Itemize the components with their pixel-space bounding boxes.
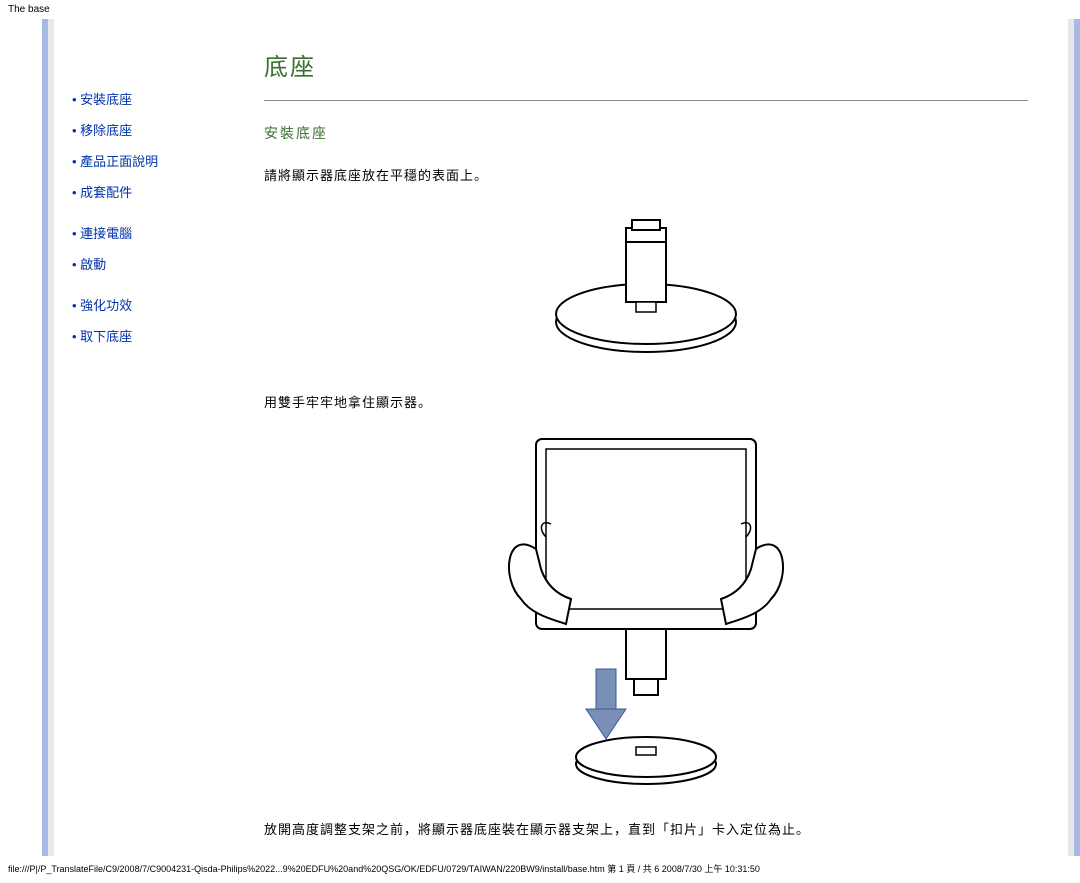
page-title: 底座 bbox=[264, 47, 1028, 82]
figure-hold-monitor bbox=[264, 429, 1028, 789]
sidebar-link[interactable]: 強化功效 bbox=[80, 298, 132, 313]
sidebar-link[interactable]: 成套配件 bbox=[80, 185, 132, 200]
sidebar-item-take-off-base[interactable]: 取下底座 bbox=[72, 326, 254, 345]
base-stand-icon bbox=[526, 202, 766, 362]
hold-monitor-icon bbox=[496, 429, 796, 789]
sidebar-link[interactable]: 產品正面說明 bbox=[80, 154, 158, 169]
right-border-blue bbox=[1074, 19, 1080, 856]
sidebar: 安裝底座 移除底座 產品正面說明 成套配件 連接電腦 啟動 強化功效 取下底座 bbox=[54, 19, 254, 856]
sidebar-link[interactable]: 啟動 bbox=[80, 257, 106, 272]
sidebar-item-enhance[interactable]: 強化功效 bbox=[72, 295, 254, 314]
main-content: 底座 安裝底座 請將顯示器底座放在平穩的表面上。 用雙手牢牢 bbox=[254, 19, 1068, 856]
instruction-1: 請將顯示器底座放在平穩的表面上。 bbox=[264, 165, 1028, 184]
content-wrap: 安裝底座 移除底座 產品正面說明 成套配件 連接電腦 啟動 強化功效 取下底座 … bbox=[42, 19, 1080, 856]
instruction-3: 放開高度調整支架之前，將顯示器底座裝在顯示器支架上，直到「扣片」卡入定位為止。 bbox=[264, 819, 1028, 838]
sidebar-link[interactable]: 安裝底座 bbox=[80, 92, 132, 107]
sidebar-link[interactable]: 連接電腦 bbox=[80, 226, 132, 241]
page: The base 安裝底座 移除底座 產品正面說明 成套配件 連接電腦 啟動 強… bbox=[0, 0, 1080, 883]
figure-base-on-surface bbox=[264, 202, 1028, 362]
sidebar-item-install-base[interactable]: 安裝底座 bbox=[72, 89, 254, 108]
sidebar-item-front-desc[interactable]: 產品正面說明 bbox=[72, 151, 254, 170]
sidebar-list: 安裝底座 移除底座 產品正面說明 成套配件 連接電腦 啟動 強化功效 取下底座 bbox=[72, 89, 254, 345]
header-text: The base bbox=[0, 0, 1080, 19]
footer-path: file:///P|/P_TranslateFile/C9/2008/7/C90… bbox=[0, 856, 1080, 883]
sidebar-link[interactable]: 移除底座 bbox=[80, 123, 132, 138]
sidebar-item-start[interactable]: 啟動 bbox=[72, 254, 254, 273]
sidebar-item-remove-base[interactable]: 移除底座 bbox=[72, 120, 254, 139]
title-rule bbox=[264, 100, 1028, 101]
section-subtitle: 安裝底座 bbox=[264, 123, 1028, 143]
sidebar-item-accessories[interactable]: 成套配件 bbox=[72, 182, 254, 201]
sidebar-link[interactable]: 取下底座 bbox=[80, 329, 132, 344]
sidebar-item-connect-pc[interactable]: 連接電腦 bbox=[72, 223, 254, 242]
instruction-2: 用雙手牢牢地拿住顯示器。 bbox=[264, 392, 1028, 411]
